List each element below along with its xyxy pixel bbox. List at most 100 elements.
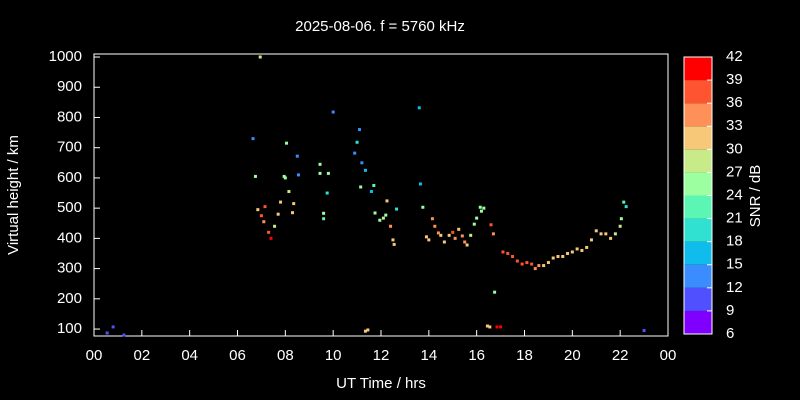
data-point xyxy=(463,240,467,244)
data-point xyxy=(556,255,560,259)
data-point xyxy=(530,262,534,266)
data-point xyxy=(253,174,257,178)
data-point xyxy=(418,182,422,186)
data-point xyxy=(322,211,326,215)
data-point xyxy=(451,230,455,234)
colorbar-tick-label: 30 xyxy=(726,140,743,157)
x-tick-label: 00 xyxy=(86,347,103,364)
data-point xyxy=(493,290,497,294)
colorbar-band xyxy=(684,126,712,150)
data-point xyxy=(105,331,109,335)
x-tick-label: 04 xyxy=(181,347,198,364)
data-point xyxy=(296,173,300,177)
data-point xyxy=(427,238,431,242)
data-point xyxy=(551,256,555,260)
y-tick-label: 600 xyxy=(57,169,82,186)
colorbar-label: SNR / dB xyxy=(747,165,764,228)
data-point xyxy=(566,251,570,255)
data-point xyxy=(537,264,541,268)
x-tick-label: 22 xyxy=(612,347,629,364)
x-tick-label: 00 xyxy=(660,347,677,364)
data-point xyxy=(366,328,370,332)
x-tick-label: 10 xyxy=(325,347,342,364)
data-point xyxy=(439,233,443,237)
colorbar-band xyxy=(684,103,712,127)
colorbar-tick-label: 6 xyxy=(726,325,734,342)
data-point xyxy=(589,238,593,242)
data-point xyxy=(385,199,389,203)
data-point xyxy=(325,191,329,195)
data-point xyxy=(511,255,515,259)
data-point xyxy=(389,224,393,228)
data-point xyxy=(357,128,361,132)
colorbar-band xyxy=(684,264,712,288)
data-point xyxy=(282,174,286,178)
data-point xyxy=(430,217,434,221)
data-point xyxy=(546,261,550,265)
data-point xyxy=(604,232,608,236)
data-point xyxy=(267,230,271,234)
data-point xyxy=(613,232,617,236)
y-tick-label: 700 xyxy=(57,139,82,156)
data-point xyxy=(482,206,486,210)
data-point xyxy=(433,224,437,228)
data-point xyxy=(465,243,469,247)
data-point xyxy=(453,236,457,240)
data-point xyxy=(373,211,377,215)
y-tick-label: 200 xyxy=(57,290,82,307)
data-point xyxy=(263,205,267,209)
data-point xyxy=(442,240,446,244)
colorbar-tick-label: 12 xyxy=(726,279,743,296)
data-point xyxy=(291,211,295,215)
data-point xyxy=(285,141,289,145)
data-point xyxy=(395,207,399,211)
data-point xyxy=(479,209,483,213)
y-tick-label: 300 xyxy=(57,260,82,277)
data-point xyxy=(485,324,489,328)
data-point xyxy=(472,222,476,226)
data-point xyxy=(460,234,464,238)
data-point xyxy=(469,233,473,237)
data-point xyxy=(318,171,322,175)
colorbar-band xyxy=(684,310,712,334)
colorbar-tick-label: 33 xyxy=(726,117,743,134)
y-tick-label: 1000 xyxy=(49,48,82,65)
data-point xyxy=(378,218,382,222)
y-tick-label: 900 xyxy=(57,78,82,95)
data-point xyxy=(417,106,421,110)
y-tick-label: 500 xyxy=(57,199,82,216)
colorbar-tick-label: 21 xyxy=(726,210,743,227)
data-point xyxy=(520,262,524,266)
data-point xyxy=(501,250,505,254)
colorbar-band xyxy=(684,195,712,219)
data-point xyxy=(372,183,376,187)
colorbar-band xyxy=(684,241,712,265)
data-point xyxy=(642,329,646,333)
data-point xyxy=(424,235,428,239)
data-point xyxy=(391,238,395,242)
data-point xyxy=(609,236,613,240)
data-point xyxy=(495,325,499,329)
data-point xyxy=(259,214,263,218)
data-point xyxy=(533,267,537,271)
data-point xyxy=(276,212,280,216)
y-tick-label: 800 xyxy=(57,108,82,125)
data-point xyxy=(269,236,273,240)
data-point xyxy=(618,224,622,228)
data-point xyxy=(525,261,529,265)
x-axis-label: UT Time / hrs xyxy=(336,375,426,392)
data-point xyxy=(111,325,115,329)
y-tick-label: 400 xyxy=(57,229,82,246)
data-point xyxy=(488,325,492,329)
colorbar-tick-label: 27 xyxy=(726,163,743,180)
data-point xyxy=(575,247,579,251)
x-tick-label: 12 xyxy=(373,347,390,364)
data-point xyxy=(287,190,291,194)
data-point xyxy=(279,200,283,204)
colorbar-tick-label: 39 xyxy=(726,71,743,88)
data-point xyxy=(570,250,574,254)
colorbar-tick-label: 18 xyxy=(726,233,743,250)
chart-title: 2025-08-06. f = 5760 kHz xyxy=(295,18,465,35)
